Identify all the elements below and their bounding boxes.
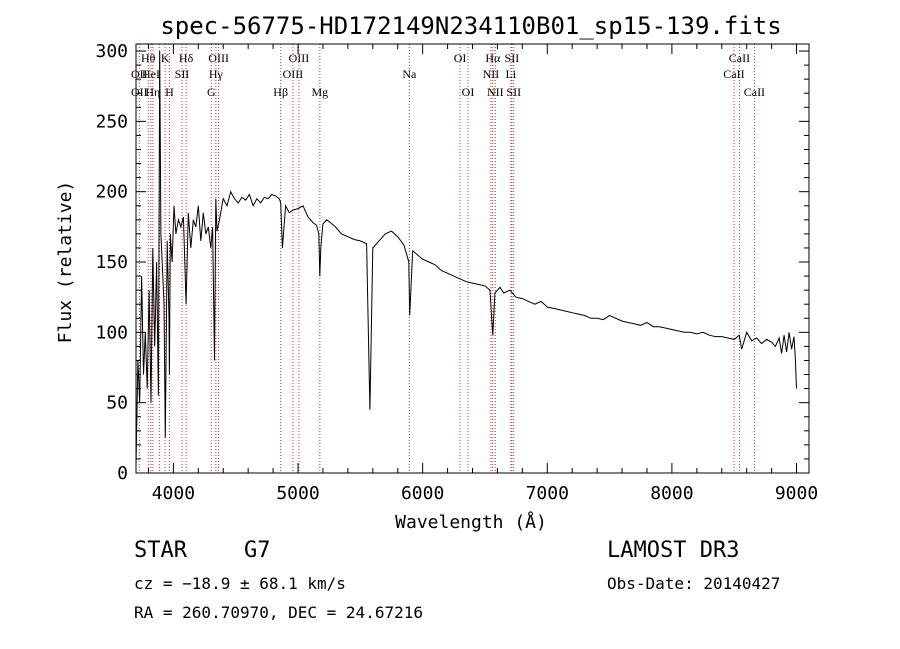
survey-name: LAMOST DR3 xyxy=(607,538,740,563)
observation-date: Obs-Date: 20140427 xyxy=(607,574,781,593)
spectral-line-label: Hθ xyxy=(141,51,156,65)
spectral-line-label: CaII xyxy=(729,51,750,65)
spectral-line-label: OII xyxy=(131,67,148,81)
spectral-line-label: Na xyxy=(402,67,417,81)
object-subclass: G7 xyxy=(244,538,271,563)
spectral-line-label: OIII xyxy=(208,51,229,65)
x-tick-label: 6000 xyxy=(401,483,444,504)
y-axis-label: Flux (relative) xyxy=(55,181,76,344)
y-tick-label: 100 xyxy=(95,322,128,343)
spectral-line-label: OI xyxy=(454,51,467,65)
spectral-line-label: OIII xyxy=(283,67,304,81)
x-tick-label: 5000 xyxy=(276,483,319,504)
spectral-line-label: HeI xyxy=(142,67,160,81)
spectral-line-label: SII xyxy=(505,51,520,65)
chart-title: spec-56775-HD172149N234110B01_sp15-139.f… xyxy=(160,12,781,40)
spectral-line-label: Hγ xyxy=(209,67,224,81)
x-axis-ticks: 4000 5000 6000 7000 8000 9000 xyxy=(147,44,818,504)
spectral-line-label: CaII xyxy=(723,67,744,81)
spectral-line-markers xyxy=(138,44,755,473)
spectral-line-label: OII xyxy=(131,85,148,99)
spectrum-line xyxy=(135,50,797,467)
spectral-line-label: G xyxy=(207,85,216,99)
y-tick-label: 150 xyxy=(95,252,128,273)
spectral-line-label: Hδ xyxy=(179,51,194,65)
spectral-line-label: CaII xyxy=(744,85,765,99)
spectral-line-label: Hα xyxy=(485,51,501,65)
redshift-velocity: cz = −18.9 ± 68.1 km/s xyxy=(134,574,346,593)
spectral-line-label: SII xyxy=(506,85,521,99)
spectral-line-label: K xyxy=(161,51,170,65)
x-tick-label: 8000 xyxy=(650,483,693,504)
spectral-line-label: Li xyxy=(506,67,517,81)
spectral-line-label: Mg xyxy=(311,85,328,99)
plot-frame xyxy=(135,43,810,474)
x-tick-label: 9000 xyxy=(775,483,818,504)
y-tick-label: 0 xyxy=(117,463,128,484)
spectral-line-label: Hη xyxy=(145,85,160,99)
spectral-line-label: OIII xyxy=(289,51,310,65)
spectral-line-label: SII xyxy=(175,67,190,81)
y-tick-label: 250 xyxy=(95,111,128,132)
y-tick-label: 50 xyxy=(106,393,128,414)
spectral-line-label: OI xyxy=(462,85,475,99)
y-tick-label: 300 xyxy=(95,41,128,62)
spectral-line-label: NII xyxy=(487,85,504,99)
spectral-line-label: H xyxy=(165,85,174,99)
y-tick-label: 200 xyxy=(95,182,128,203)
spectral-line-label: NII xyxy=(483,67,500,81)
x-tick-label: 7000 xyxy=(526,483,569,504)
ra-dec-coordinates: RA = 260.70970, DEC = 24.67216 xyxy=(134,603,423,622)
object-class: STAR xyxy=(134,538,187,563)
x-axis-label: Wavelength (Å) xyxy=(395,511,547,533)
x-tick-label: 4000 xyxy=(152,483,195,504)
y-axis-ticks: 0 50 100 150 200 250 300 xyxy=(95,41,809,484)
spectral-line-label: Hβ xyxy=(273,85,288,99)
